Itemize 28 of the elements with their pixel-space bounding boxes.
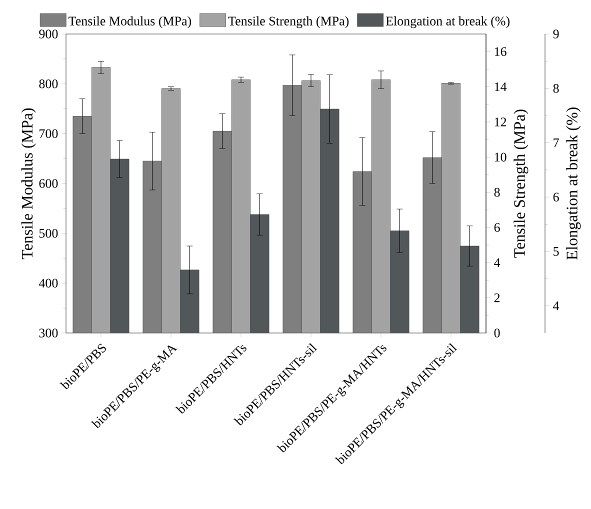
y2-tick-label: 10 xyxy=(494,152,506,162)
y-tick-label: 500 xyxy=(39,228,58,238)
y2-tick-label: 2 xyxy=(494,294,500,302)
legend-label: Tensile Modulus (MPa) xyxy=(68,16,192,28)
y-tick-label: 800 xyxy=(39,79,58,88)
y3-tick-label: 9 xyxy=(553,30,559,38)
y-tick-label: 300 xyxy=(39,328,58,338)
y2-tick-label: 4 xyxy=(494,258,500,267)
y3-tick-label: 4 xyxy=(553,302,560,310)
y-tick-label: 900 xyxy=(39,30,58,38)
y-tick-label: 400 xyxy=(38,278,58,288)
y3-tick-label: 6 xyxy=(553,192,559,202)
y2-tick-label: 8 xyxy=(494,188,500,197)
y-tick-label: 600 xyxy=(39,179,58,188)
y2-tick-label: 0 xyxy=(494,328,500,338)
y2-axis-title: Tensile Strength (MPa) xyxy=(514,110,528,258)
y2-tick-label: 12 xyxy=(494,118,506,126)
y3-axis-title: Elongation at break (%) xyxy=(566,108,581,260)
y-tick-label: 700 xyxy=(40,129,58,138)
y2-tick-label: 6 xyxy=(494,223,500,232)
y3-tick-label: 8 xyxy=(553,84,559,93)
y3-tick-label: 7 xyxy=(554,138,559,147)
y2-tick-label: 14 xyxy=(494,82,507,92)
y-axis-title: Tensile Modulus (MPa) xyxy=(21,108,36,260)
legend-label: Elongation at break (%) xyxy=(386,16,510,28)
y3-tick-label: 5 xyxy=(554,247,559,256)
legend-label: Tensile Strength (MPa) xyxy=(228,16,349,28)
y2-tick-label: 16 xyxy=(494,47,506,56)
